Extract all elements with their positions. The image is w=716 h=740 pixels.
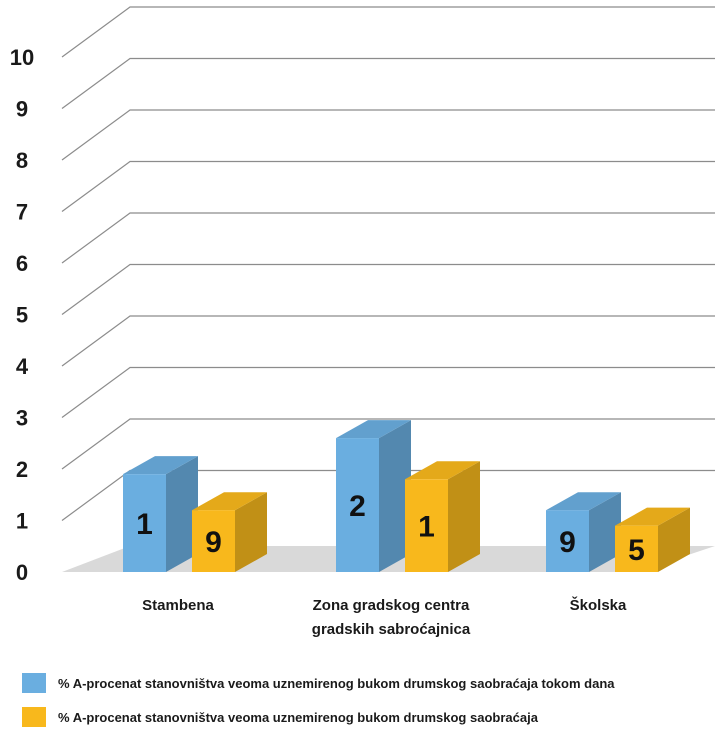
gridline <box>61 109 715 161</box>
category-label: Zona gradskog centra <box>313 597 470 614</box>
y-tick-label: 2 <box>16 457 28 482</box>
gridline <box>61 418 715 470</box>
gridline <box>61 212 715 264</box>
bar-top <box>546 492 621 511</box>
gridline <box>61 57 715 109</box>
bar-front <box>615 525 658 572</box>
y-tick-label: 3 <box>16 406 28 431</box>
gridline <box>61 160 715 212</box>
legend-item-series-1: % A-procenat stanovništva veoma uznemire… <box>22 672 615 694</box>
data-label: 9 <box>205 526 222 559</box>
category-labels: Stambena Zona gradskog centra gradskih sab… <box>142 596 627 638</box>
bar-front <box>336 438 379 572</box>
legend-item-series-2: % A-procenat stanovništva veoma uznemire… <box>22 706 615 728</box>
category-label: gradskih sabroćajnica <box>312 621 471 638</box>
bar-side <box>658 507 690 572</box>
bar-side <box>166 456 198 572</box>
gridline <box>61 263 715 315</box>
bars: 1 2 9 9 1 5 <box>123 420 690 572</box>
y-tick-label: 1 <box>16 509 28 534</box>
gridline <box>61 315 715 367</box>
bar <box>192 492 267 572</box>
bar <box>405 461 480 572</box>
y-tick-label: 9 <box>16 97 28 122</box>
data-label: 2 <box>349 490 366 523</box>
bar <box>123 456 198 572</box>
bar-front <box>192 510 235 572</box>
legend-swatch-series-1 <box>22 673 46 693</box>
y-tick-label: 7 <box>16 200 28 225</box>
y-tick-label: 8 <box>16 148 28 173</box>
y-tick-label: 4 <box>16 354 29 379</box>
data-label: 5 <box>628 534 645 567</box>
bar-top <box>192 492 267 511</box>
y-axis-ticks: 0 1 2 3 4 5 6 7 8 9 10 <box>10 45 34 585</box>
y-tick-label: 6 <box>16 251 28 276</box>
bar-side <box>379 420 411 572</box>
bar-front <box>546 510 589 572</box>
bar-top <box>336 420 411 439</box>
bar <box>615 507 690 572</box>
legend: % A-procenat stanovništva veoma uznemire… <box>22 672 615 740</box>
legend-label-series-2: % A-procenat stanovništva veoma uznemire… <box>58 709 538 725</box>
bar-front <box>123 474 166 572</box>
data-label: 1 <box>418 511 435 544</box>
category-label: Školska <box>570 596 627 614</box>
legend-swatch-series-2 <box>22 707 46 727</box>
bar <box>546 492 621 572</box>
chart: 0 1 2 3 4 5 6 7 8 9 10 1 2 9 9 1 5 Stambena Zona gradsko… <box>10 6 715 638</box>
bar-side <box>589 492 621 572</box>
bar-side <box>235 492 267 572</box>
bar-top <box>615 507 690 526</box>
bar <box>336 420 411 572</box>
bar-front <box>405 479 448 572</box>
data-label: 1 <box>136 508 153 541</box>
data-label: 9 <box>559 526 576 559</box>
legend-label-series-1: % A-procenat stanovništva veoma uznemire… <box>58 675 615 691</box>
y-tick-label: 10 <box>10 45 34 70</box>
y-tick-label: 0 <box>16 560 28 585</box>
bar-side <box>448 461 480 572</box>
y-tick-label: 5 <box>16 303 28 328</box>
category-label: Stambena <box>142 597 214 614</box>
bar-top <box>405 461 480 480</box>
gridline <box>61 366 715 418</box>
gridline <box>61 6 715 58</box>
bar-top <box>123 456 198 475</box>
